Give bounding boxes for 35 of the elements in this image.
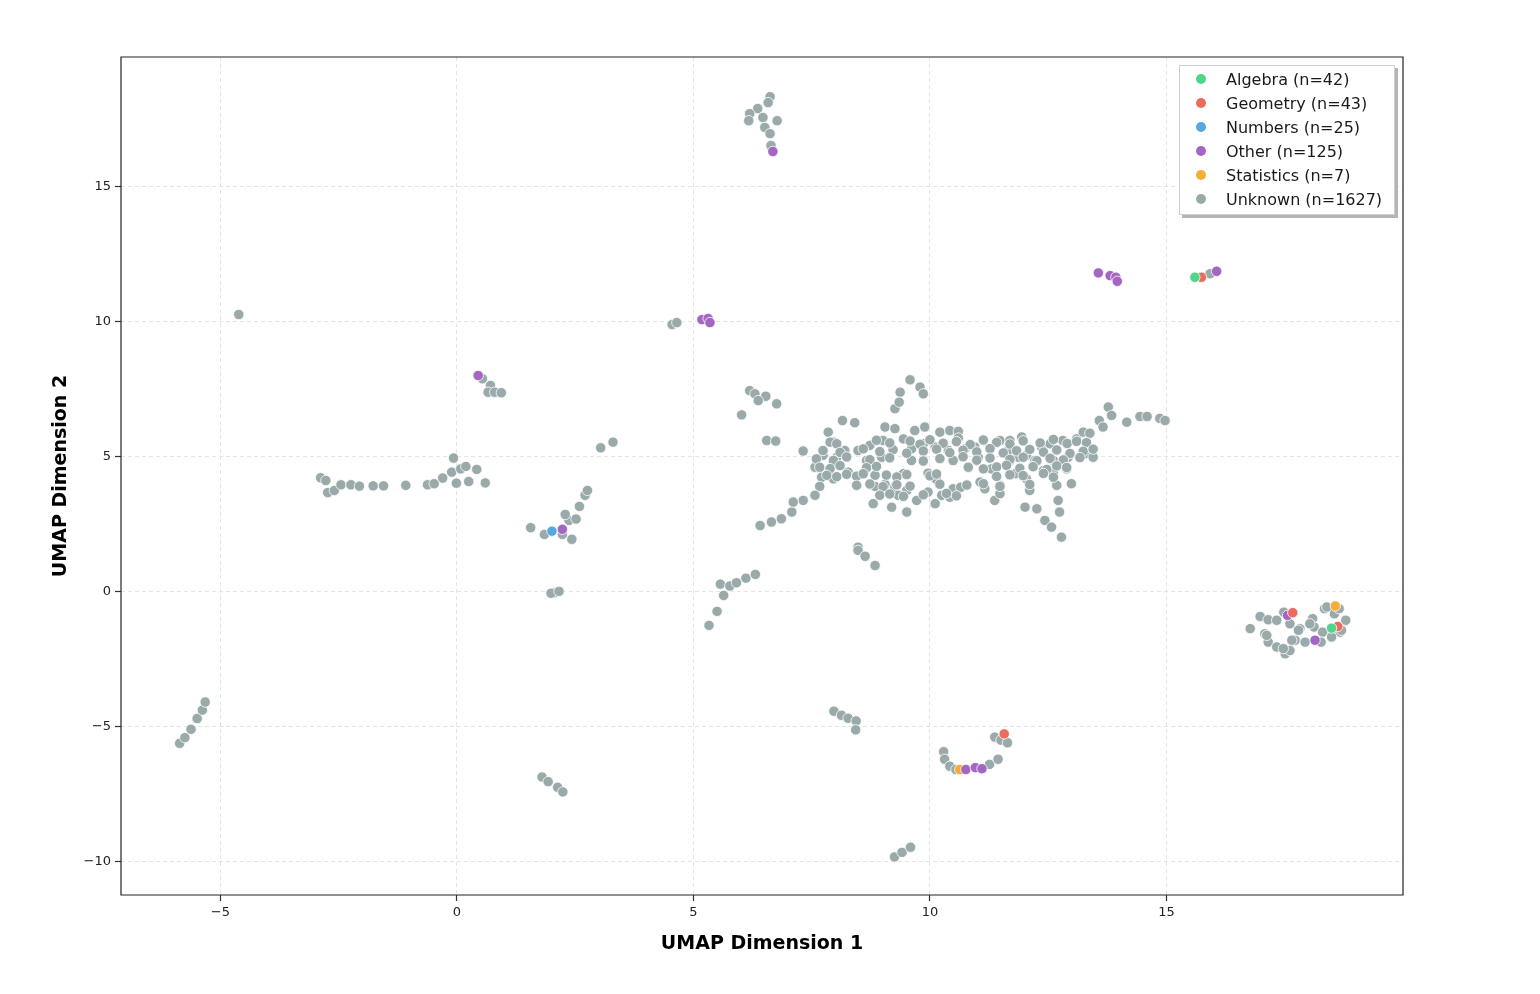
y-tick-label: 5: [102, 447, 111, 463]
point: [546, 525, 558, 537]
legend-label: Other (n=125): [1226, 141, 1344, 161]
legend-label: Geometry (n=43): [1226, 93, 1368, 113]
legend-label: Statistics (n=7): [1226, 165, 1351, 185]
point: [1329, 600, 1341, 612]
point: [1111, 275, 1123, 287]
point: [998, 728, 1010, 740]
y-tick-label: −10: [83, 852, 111, 868]
point: [556, 523, 568, 535]
y-axis-title: UMAP Dimension 2: [48, 374, 71, 578]
y-tick-label: 0: [102, 582, 111, 598]
point: [960, 763, 972, 776]
x-tick-label: 10: [921, 904, 939, 920]
x-tick-label: 15: [1158, 904, 1175, 920]
point: [976, 763, 988, 775]
point: [1287, 607, 1299, 619]
point: [1211, 265, 1223, 277]
point: [1189, 271, 1201, 283]
y-tick-label: −5: [91, 717, 111, 733]
point: [1309, 634, 1321, 646]
point: [767, 145, 779, 158]
x-tick-label: 5: [689, 904, 698, 920]
y-tick-label: 15: [94, 177, 111, 193]
x-tick-label: −5: [210, 904, 230, 920]
point: [472, 369, 484, 382]
point: [1092, 267, 1104, 279]
y-tick-label: 10: [94, 312, 111, 328]
legend-label: Numbers (n=25): [1226, 117, 1361, 137]
legend-label: Unknown (n=1627): [1226, 189, 1383, 209]
point: [704, 316, 716, 329]
point: [1325, 622, 1338, 634]
x-axis-title: UMAP Dimension 1: [660, 930, 864, 953]
x-tick-label: 0: [452, 904, 462, 920]
legend-label: Algebra (n=42): [1226, 69, 1350, 89]
